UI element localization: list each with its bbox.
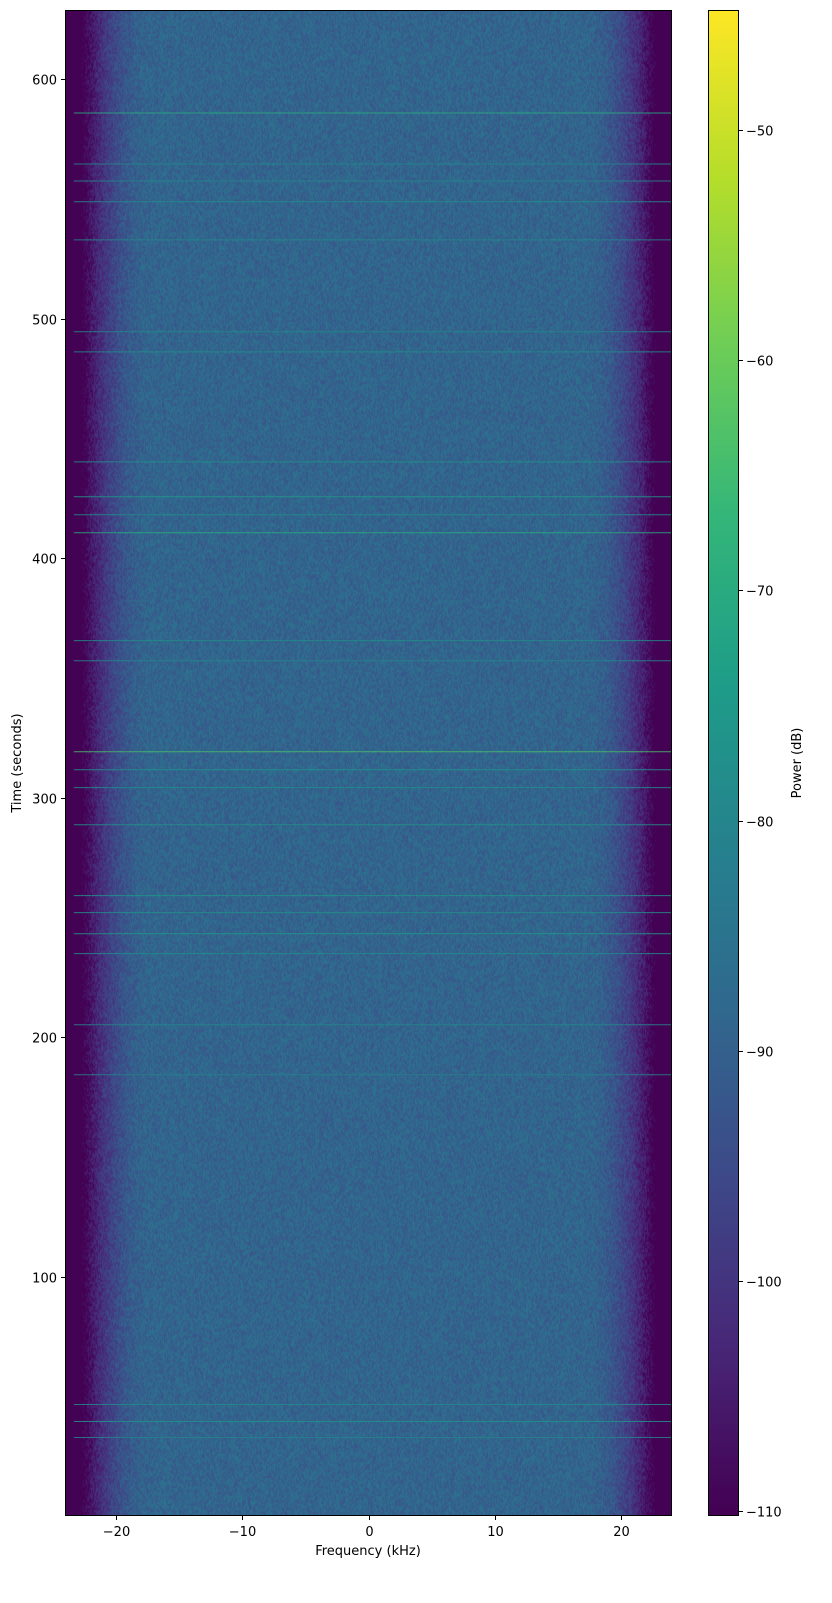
x-axis: −20 −10 0 10 20: [103, 1516, 630, 1540]
y-axis-label: Time (seconds): [10, 713, 25, 813]
chart-overlay: −20 −10 0 10 20 100200300400500600 −50−60−70…: [0, 0, 832, 1603]
x-axis-label: Frequency (kHz): [315, 1544, 421, 1559]
colorbar-tick-label: −50: [746, 125, 773, 140]
y-tick-label: 300: [32, 793, 57, 808]
y-tick-label: 200: [32, 1032, 57, 1047]
y-tick-label: 100: [32, 1272, 57, 1287]
x-tick-label: 0: [365, 1525, 373, 1540]
colorbar-tick-label: −110: [746, 1506, 782, 1521]
x-tick-label: 10: [487, 1525, 504, 1540]
colorbar-axis: −50 −60 −70 −80 −90 −100 −110: [739, 125, 782, 1521]
y-tick-label: 500: [32, 314, 57, 329]
burst-lines: [74, 113, 672, 1438]
colorbar-tick-label: −70: [746, 585, 773, 600]
y-tick-label: 600: [32, 74, 57, 89]
colorbar-tick-label: −80: [746, 816, 773, 831]
y-tick-label: 400: [32, 553, 57, 568]
colorbar-frame: [709, 11, 739, 1516]
colorbar-tick-label: −90: [746, 1046, 773, 1061]
x-tick-label: −10: [229, 1525, 256, 1540]
colorbar-label: Power (dB): [790, 728, 805, 799]
colorbar-tick-label: −100: [746, 1276, 782, 1291]
y-axis: 100 200 300 400 500 600: [32, 74, 65, 1287]
x-tick-label: 20: [613, 1525, 630, 1540]
colorbar-tick-label: −60: [746, 355, 773, 370]
plot-frame: [66, 11, 672, 1516]
x-tick-label: −20: [103, 1525, 130, 1540]
